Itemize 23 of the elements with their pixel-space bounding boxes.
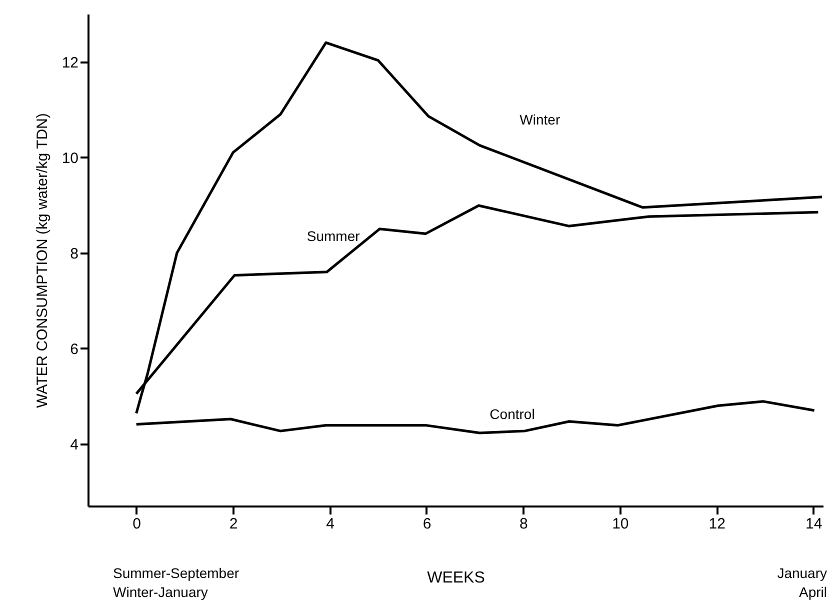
text: January xyxy=(777,565,827,581)
x-tick-label: 14 xyxy=(805,516,822,532)
x-tick-label: 12 xyxy=(708,516,726,532)
y-tick-label: 4 xyxy=(70,436,78,454)
series-label: Summer xyxy=(306,228,360,244)
x-tick-label: 6 xyxy=(422,516,432,532)
line-series xyxy=(135,400,816,434)
text: Summer-September xyxy=(113,565,240,581)
x-tick-label: 4 xyxy=(326,516,334,532)
x-tick-label: 0 xyxy=(132,516,142,532)
x-axis-title: WEEKS xyxy=(427,570,485,586)
text: Winter xyxy=(520,111,560,128)
y-tick-label: 12 xyxy=(62,54,78,72)
y-tick-label: 6 xyxy=(70,340,78,358)
text: April xyxy=(798,584,827,600)
x-tick-label: 8 xyxy=(520,516,528,532)
text: Winter-January xyxy=(113,584,208,600)
x-tick-label: 10 xyxy=(612,516,629,532)
x-tick-label: 2 xyxy=(229,516,238,532)
series-label: Control xyxy=(490,406,535,422)
y-tick-label: 10 xyxy=(62,150,78,167)
y-tick-label: 8 xyxy=(70,245,78,262)
y-axis-title: WATER CONSUMPTION (kg water/kg TDN) xyxy=(34,113,51,408)
